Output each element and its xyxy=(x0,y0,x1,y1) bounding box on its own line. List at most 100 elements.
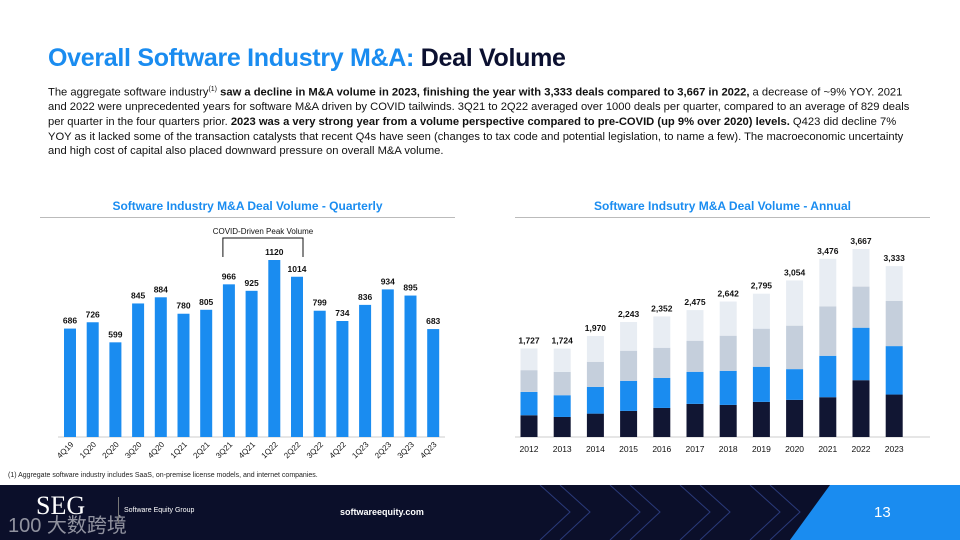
data-label: 683 xyxy=(426,316,440,326)
bar-segment xyxy=(752,293,770,329)
tick-label: 3Q23 xyxy=(396,440,417,461)
data-label: 966 xyxy=(222,271,236,281)
data-label: 3,667 xyxy=(850,236,872,246)
data-label: 686 xyxy=(63,316,77,326)
bar xyxy=(64,328,76,437)
data-label: 599 xyxy=(108,329,122,339)
bar-segment xyxy=(653,407,671,437)
tick-label: 1Q21 xyxy=(169,440,190,461)
bar-segment xyxy=(586,336,604,362)
intro-paragraph: The aggregate software industry(1) saw a… xyxy=(48,83,916,159)
data-label: 2,352 xyxy=(651,303,673,313)
data-label: 895 xyxy=(403,283,417,293)
intro-segment: Q423 did decline 7% YOY as it lacked som… xyxy=(48,115,904,158)
bar-segment xyxy=(852,380,870,437)
data-label: 3,476 xyxy=(817,246,839,256)
bar-segment xyxy=(885,346,903,395)
bar-segment xyxy=(786,369,804,400)
tick-label: 2021 xyxy=(818,444,837,454)
bar-segment xyxy=(819,258,837,307)
tick-label: 2012 xyxy=(520,444,539,454)
tick-label: 1Q22 xyxy=(260,440,281,461)
data-label: 780 xyxy=(176,301,190,311)
intro-segment: (1) xyxy=(208,86,218,93)
bar-segment xyxy=(719,335,737,371)
tick-label: 3Q20 xyxy=(123,440,144,461)
tick-label: 4Q21 xyxy=(237,440,258,461)
quarterly-chart-title: Software Industry M&A Deal Volume - Quar… xyxy=(112,199,383,213)
bar xyxy=(336,321,349,437)
bar xyxy=(132,303,145,437)
bar-segment xyxy=(786,280,804,326)
intro-segment: The aggregate software industry xyxy=(48,86,209,99)
bar xyxy=(404,295,417,437)
bar-segment xyxy=(520,415,538,437)
data-label: 836 xyxy=(358,292,372,302)
charts: 686 4Q19 726 1Q20 599 2Q20 845 3Q20 884 4Q20 780 1Q… xyxy=(55,227,930,461)
bar-segment xyxy=(885,300,903,347)
tick-label: 2Q23 xyxy=(373,440,394,461)
bar-segment xyxy=(786,399,804,437)
tick-label: 2022 xyxy=(852,444,871,454)
bar-segment xyxy=(852,286,870,328)
intro-segment: 2023 was a very strong year from a volum… xyxy=(230,115,790,128)
website-link[interactable]: softwareequity.com xyxy=(340,507,424,517)
bar-segment xyxy=(752,328,770,367)
bar-segment xyxy=(620,380,638,411)
tick-label: 2Q20 xyxy=(101,440,122,461)
bar-segment xyxy=(885,266,903,301)
tick-label: 2013 xyxy=(553,444,572,454)
title-accent: Overall Software Industry M&A: xyxy=(48,44,415,72)
bar-segment xyxy=(786,325,804,370)
tick-label: 2019 xyxy=(752,444,771,454)
bar-segment xyxy=(686,403,704,437)
bar-segment xyxy=(620,410,638,437)
data-label: 734 xyxy=(335,308,349,318)
divider xyxy=(40,217,455,218)
bar xyxy=(109,342,122,437)
data-label: 1,970 xyxy=(585,323,607,333)
data-label: 925 xyxy=(245,278,259,288)
bar-segment xyxy=(553,371,571,396)
footnote: (1) Aggregate software industry includes… xyxy=(8,472,318,479)
tick-label: 1Q23 xyxy=(350,440,371,461)
bar-segment xyxy=(819,355,837,398)
tick-label: 2Q22 xyxy=(282,440,303,461)
data-label: 3,054 xyxy=(784,267,806,277)
watermark: 100 大数跨境 xyxy=(8,515,127,537)
data-label: 799 xyxy=(313,298,327,308)
bar-segment xyxy=(653,377,671,408)
bar-segment xyxy=(752,366,770,402)
bar-segment xyxy=(586,361,604,387)
seg-logo: SEG xyxy=(36,491,86,520)
intro-segment: saw a decline in M&A volume in 2023, fin… xyxy=(217,86,750,99)
divider xyxy=(515,217,930,218)
data-label: 845 xyxy=(131,290,145,300)
page-title: Overall Software Industry M&A: Deal Volu… xyxy=(48,44,566,73)
bar xyxy=(222,284,235,437)
bar-segment xyxy=(719,404,737,437)
bar xyxy=(177,313,190,437)
bar-segment xyxy=(686,340,704,372)
data-label: 2,642 xyxy=(718,289,740,299)
bar-segment xyxy=(819,397,837,437)
bar-segment xyxy=(586,413,604,437)
page-number: 13 xyxy=(874,504,891,521)
data-label: 726 xyxy=(86,309,100,319)
logo-divider xyxy=(118,497,119,523)
tick-label: 2018 xyxy=(719,444,738,454)
bar xyxy=(86,322,99,437)
tick-label: 3Q22 xyxy=(305,440,326,461)
data-label: 1120 xyxy=(265,247,284,257)
bar-segment xyxy=(719,301,737,336)
logo-subtitle: Software Equity Group xyxy=(124,507,195,514)
bar-segment xyxy=(553,416,571,437)
intro-segment: a decrease of ~9% YOY. 2021 and 2022 wer… xyxy=(48,86,910,128)
bar xyxy=(359,304,372,437)
bar-segment xyxy=(852,327,870,381)
bar xyxy=(381,289,394,437)
data-label: 3,333 xyxy=(884,253,906,263)
bar-segment xyxy=(520,391,538,416)
bar-segment xyxy=(520,370,538,392)
bar-segment xyxy=(553,348,571,372)
